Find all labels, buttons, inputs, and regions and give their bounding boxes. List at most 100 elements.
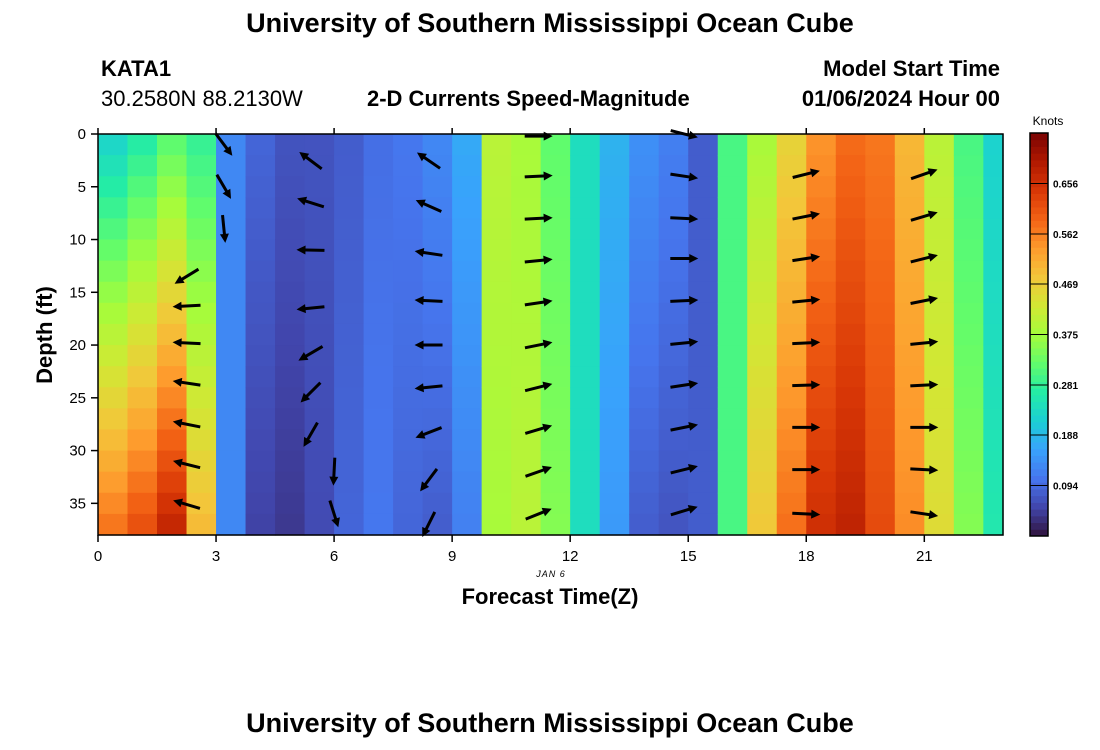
heatmap-cell [127, 366, 158, 388]
heatmap-cell [275, 471, 306, 494]
heatmap-cell [511, 176, 542, 198]
heatmap-cell [865, 471, 896, 494]
colorbar-segment [1030, 266, 1048, 275]
colorbar-tick-label: 0.656 [1053, 180, 1078, 191]
heatmap-cell [924, 387, 955, 409]
heatmap-cell [127, 387, 158, 409]
heatmap-cell [776, 176, 807, 198]
heatmap-cell [511, 197, 542, 220]
heatmap-cell [216, 450, 247, 473]
heatmap-cell [363, 260, 394, 283]
heatmap-cell [334, 471, 365, 494]
heatmap-cell [806, 302, 837, 325]
arrow-head [688, 421, 699, 431]
heatmap-cell [894, 218, 925, 241]
current-vector-arrow [329, 457, 339, 486]
heatmap-cell [629, 492, 660, 515]
colorbar-segment [1030, 273, 1048, 282]
heatmap-cell [393, 176, 424, 198]
heatmap-cell [540, 429, 571, 452]
heatmap-cell [570, 323, 601, 346]
current-vector-arrow [414, 295, 443, 305]
heatmap-cell [157, 218, 188, 241]
heatmap-cell [835, 260, 866, 283]
heatmap-cell [304, 281, 335, 304]
heatmap-cell [540, 302, 571, 325]
heatmap-cell [894, 429, 925, 452]
heatmap-cell [658, 345, 689, 367]
heatmap-cell [393, 387, 424, 409]
heatmap-cell [481, 387, 512, 409]
heatmap-cell [865, 408, 896, 431]
heatmap-cell [422, 134, 453, 156]
heatmap-cell [865, 260, 896, 283]
heatmap-cell [157, 366, 188, 388]
heatmap-cell [481, 450, 512, 473]
heatmap-cell [452, 513, 483, 536]
heatmap-cell [747, 218, 778, 241]
arrow-head [541, 507, 552, 517]
heatmap-cell [599, 260, 630, 283]
heatmap-cell [983, 366, 1004, 388]
heatmap-cell [216, 281, 247, 304]
current-vector-arrow [524, 255, 553, 265]
heatmap-cell [924, 218, 955, 241]
heatmap-cell [511, 155, 542, 177]
arrow-head [420, 481, 430, 492]
heatmap-cell [275, 176, 306, 198]
heatmap-cell [599, 176, 630, 198]
heatmap-cell [835, 176, 866, 198]
heatmap-cell [186, 513, 217, 536]
heatmap-cell [599, 387, 630, 409]
heatmap-cell [511, 513, 542, 536]
colorbar-segment [1030, 508, 1048, 517]
heatmap-cell [422, 408, 453, 431]
heatmap-cell [894, 450, 925, 473]
heatmap-cell [629, 471, 660, 494]
y-axis: 0 5 10 15 20 25 30 35 [69, 126, 98, 512]
heatmap-cell [835, 408, 866, 431]
heatmap-cell [894, 302, 925, 325]
heatmap-cell [629, 323, 660, 346]
arrow-head [543, 131, 553, 141]
heatmap-cell [98, 239, 129, 262]
current-vector-arrow [172, 377, 201, 387]
heatmap-cell [304, 260, 335, 283]
heatmap-cell [245, 492, 276, 515]
heatmap-cell [304, 218, 335, 241]
heatmap-cell [894, 471, 925, 494]
heatmap-cell [717, 155, 748, 177]
arrow-head [219, 233, 229, 243]
colorbar-segment [1030, 192, 1048, 201]
arrow-head [414, 383, 424, 393]
heatmap-cell [599, 471, 630, 494]
heatmap-cell [127, 260, 158, 283]
current-vector-arrow [414, 383, 443, 393]
heatmap-cell [275, 281, 306, 304]
heatmap-cell [629, 429, 660, 452]
current-vector-arrow [792, 295, 821, 305]
heatmap-cell [835, 450, 866, 473]
y-tick-label: 25 [69, 390, 86, 407]
heatmap-cell [157, 155, 188, 177]
arrow-head [415, 430, 426, 439]
heatmap-cell [245, 218, 276, 241]
heatmap-cell [717, 345, 748, 367]
current-vector-arrow [910, 465, 939, 475]
heatmap-cell [983, 239, 1004, 262]
heatmap-cell [304, 345, 335, 367]
heatmap-cell [363, 471, 394, 494]
y-tick-label: 5 [78, 179, 86, 196]
heatmap-cell [216, 345, 247, 367]
heatmap-cell [688, 471, 719, 494]
current-vector-arrow [173, 498, 201, 510]
heatmap-cell [776, 239, 807, 262]
arrow-head [688, 463, 698, 473]
heatmap-cell [924, 176, 955, 198]
heatmap-cell [953, 471, 984, 494]
current-vector-arrow [792, 465, 821, 475]
heatmap-cell [98, 492, 129, 515]
heatmap-cell [186, 176, 217, 198]
heatmap-cell [776, 281, 807, 304]
heatmap-cell [658, 471, 689, 494]
